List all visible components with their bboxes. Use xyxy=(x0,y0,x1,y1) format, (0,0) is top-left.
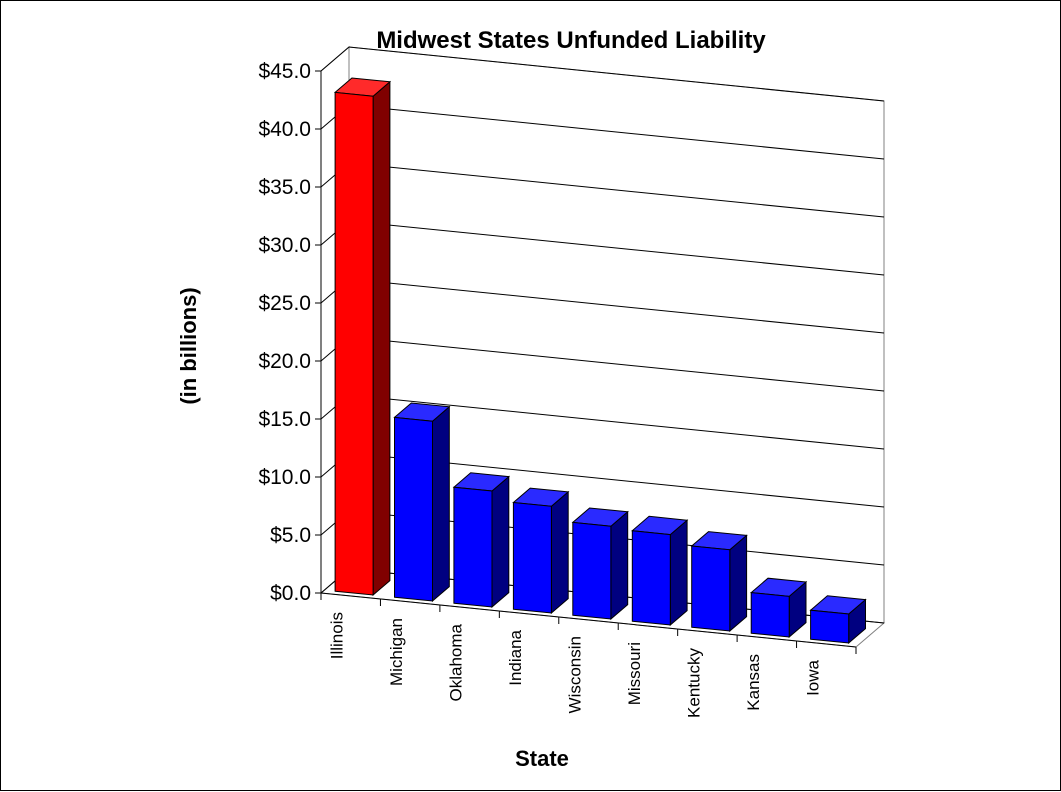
bar-front xyxy=(453,486,493,608)
x-axis-line xyxy=(320,592,857,648)
x-axis-label: State xyxy=(515,746,569,771)
y-tick-label: $45.0 xyxy=(258,60,311,83)
bar xyxy=(452,472,511,609)
bars xyxy=(333,77,867,645)
y-tick-labels: $0.0 $5.0 $10.0 $15.0 $20.0 $25.0 $30.0 $35.0 $4… xyxy=(258,60,311,605)
bar-front xyxy=(512,501,552,614)
y-tick-label: $40.0 xyxy=(258,118,311,141)
bar-side xyxy=(669,519,688,627)
bar xyxy=(512,487,570,615)
y-tick-label: $0.0 xyxy=(270,582,311,605)
x-tick-label: Illinois xyxy=(328,612,347,659)
bar-side xyxy=(372,80,391,597)
y-tick-label: $35.0 xyxy=(258,176,311,199)
x-tick-label: Missouri xyxy=(625,642,644,705)
x-tick-label: Wisconsin xyxy=(566,636,585,713)
x-tick-label: Michigan xyxy=(387,618,406,686)
x-tick-label: Kansas xyxy=(744,654,763,711)
gridline xyxy=(320,104,885,160)
x-tick-label: Indiana xyxy=(506,629,525,685)
bar-front xyxy=(394,416,433,602)
y-tick-label: $5.0 xyxy=(270,524,311,547)
bar xyxy=(571,507,629,621)
x-tick-label: Kentucky xyxy=(684,648,703,718)
x-tick-labels: Illinois Michigan Oklahoma Indiana Wisconsin… xyxy=(328,612,823,718)
bar-front xyxy=(334,91,374,596)
gridline xyxy=(320,220,885,276)
gridline xyxy=(320,336,885,392)
bar-side xyxy=(550,490,569,615)
bar-side xyxy=(491,475,510,609)
bar xyxy=(809,595,867,645)
y-tick-label: $20.0 xyxy=(258,350,311,373)
bar-side xyxy=(729,534,748,633)
y-tick-label: $10.0 xyxy=(258,466,311,489)
y-tick-label: $15.0 xyxy=(258,408,311,431)
bar-front xyxy=(750,592,790,638)
bar xyxy=(393,402,451,603)
bar-side xyxy=(432,405,450,603)
bar xyxy=(631,515,689,627)
bar-front xyxy=(691,545,731,632)
x-tick-label: Oklahoma xyxy=(447,623,466,701)
y-tick-label: $25.0 xyxy=(258,292,311,315)
y-axis-label: (in billions) xyxy=(176,287,201,404)
gridline xyxy=(320,162,885,218)
gridline xyxy=(320,46,885,102)
x-tick-label: Iowa xyxy=(803,659,822,695)
bar-side xyxy=(610,510,629,621)
bar xyxy=(333,77,392,597)
chart-title: Midwest States Unfunded Liability xyxy=(376,27,766,54)
gridline xyxy=(320,278,885,334)
bar-front xyxy=(631,530,671,626)
bar-front xyxy=(572,521,612,620)
bar xyxy=(749,577,808,639)
bar-front xyxy=(810,609,850,644)
y-tick-label: $30.0 xyxy=(258,234,311,257)
bar xyxy=(690,531,748,633)
axes xyxy=(315,70,857,654)
